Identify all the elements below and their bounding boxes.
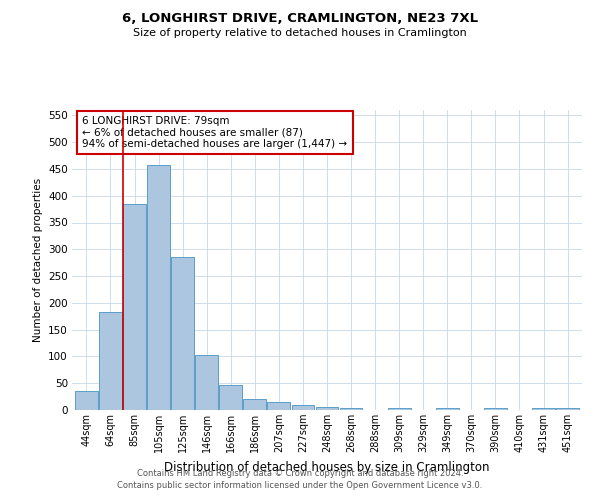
Bar xyxy=(147,165,170,410)
Text: 6 LONGHIRST DRIVE: 79sqm
← 6% of detached houses are smaller (87)
94% of semi-de: 6 LONGHIRST DRIVE: 79sqm ← 6% of detache… xyxy=(82,116,347,149)
Bar xyxy=(99,312,122,410)
Text: 6, LONGHIRST DRIVE, CRAMLINGTON, NE23 7XL: 6, LONGHIRST DRIVE, CRAMLINGTON, NE23 7X… xyxy=(122,12,478,26)
Bar xyxy=(436,408,459,410)
Bar xyxy=(316,408,338,410)
Bar xyxy=(340,408,362,410)
Bar xyxy=(75,391,98,410)
Text: Size of property relative to detached houses in Cramlington: Size of property relative to detached ho… xyxy=(133,28,467,38)
Bar xyxy=(484,408,507,410)
X-axis label: Distribution of detached houses by size in Cramlington: Distribution of detached houses by size … xyxy=(164,460,490,473)
Bar xyxy=(244,400,266,410)
Y-axis label: Number of detached properties: Number of detached properties xyxy=(32,178,43,342)
Bar xyxy=(388,408,410,410)
Text: Contains public sector information licensed under the Open Government Licence v3: Contains public sector information licen… xyxy=(118,481,482,490)
Bar xyxy=(171,258,194,410)
Bar xyxy=(220,385,242,410)
Bar xyxy=(292,404,314,410)
Bar xyxy=(556,408,579,410)
Bar xyxy=(123,204,146,410)
Text: Contains HM Land Registry data © Crown copyright and database right 2024.: Contains HM Land Registry data © Crown c… xyxy=(137,468,463,477)
Bar xyxy=(532,408,555,410)
Bar xyxy=(195,355,218,410)
Bar xyxy=(268,402,290,410)
